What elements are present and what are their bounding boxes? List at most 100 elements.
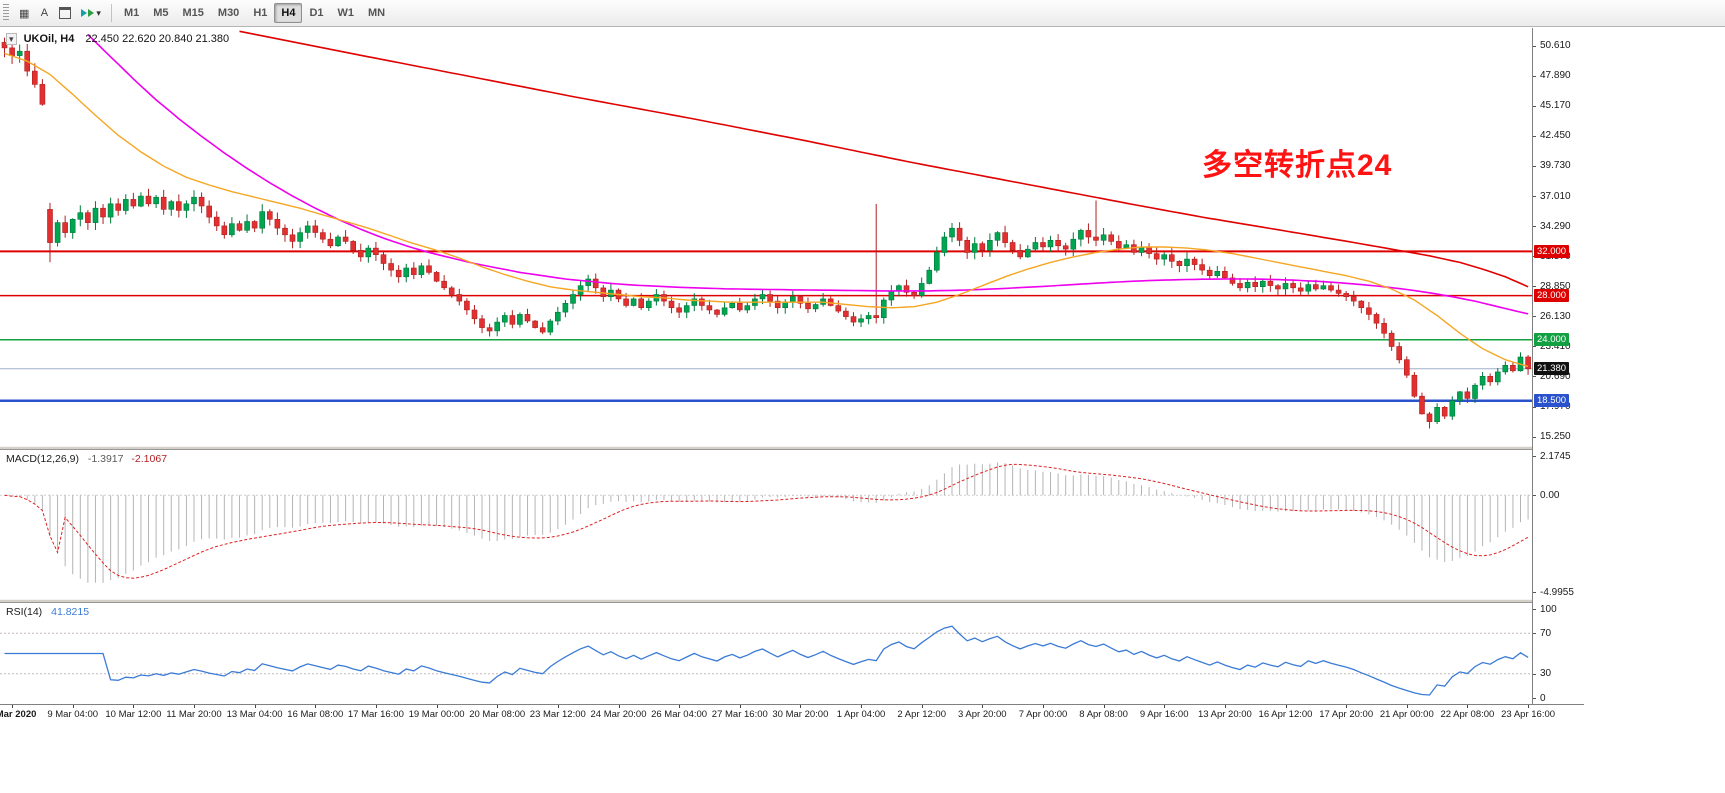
chart-dropdown-icon[interactable]: ▾ xyxy=(6,33,17,45)
chart-title: ▾ UKOil, H4 22.450 22.620 20.840 21.380 xyxy=(6,33,229,45)
price-chart-panel[interactable]: ▾ UKOil, H4 22.450 22.620 20.840 21.380 … xyxy=(0,28,1532,446)
rsi-canvas[interactable] xyxy=(0,603,1532,704)
time-tick xyxy=(679,705,681,708)
cursor-a-icon[interactable]: A xyxy=(34,3,54,23)
axis-tick xyxy=(1533,592,1536,593)
price-axis[interactable]: 50.610 47.890 45.170 42.450 39.730 37.010 34.2… xyxy=(1532,28,1584,704)
time-label: 7 Apr 00:00 xyxy=(1018,709,1068,720)
time-axis[interactable]: 6 Mar 2020 9 Mar 04:00 10 Mar 12:00 11 Mar … xyxy=(0,704,1584,722)
price-line-tag: 24.000 xyxy=(1534,333,1570,347)
tf-button-h4[interactable]: H4 xyxy=(274,3,303,23)
axis-price-label: 2.1745 xyxy=(1540,450,1571,462)
time-label: 9 Mar 04:00 xyxy=(47,709,99,720)
axis-tick xyxy=(1533,698,1536,699)
toolbar-separator xyxy=(110,4,112,22)
rsi-label: RSI(14) 41.8215 xyxy=(6,606,89,618)
time-tick xyxy=(1103,705,1105,708)
time-tick xyxy=(1224,705,1226,708)
tf-button-m30[interactable]: M30 xyxy=(217,7,240,19)
time-tick xyxy=(921,705,923,708)
annotation-text: 多空转折点24 xyxy=(1202,149,1393,182)
candlestick-canvas[interactable] xyxy=(0,28,1532,446)
macd-main-value: -1.3917 xyxy=(87,453,124,465)
axis-tick xyxy=(1533,45,1536,47)
axis-tick xyxy=(1533,196,1536,197)
grid-glyph: ▦ xyxy=(19,7,30,20)
cursor-glyph: A xyxy=(40,7,49,19)
axis-price-label: 100 xyxy=(1540,603,1557,615)
time-label: 9 Apr 16:00 xyxy=(1139,709,1189,720)
timeframe-group: M1 M5 M15 M30 H1 H4 D1 W1 MN xyxy=(117,3,392,23)
tf-button-d1[interactable]: D1 xyxy=(309,7,324,19)
time-tick xyxy=(436,705,438,708)
time-tick xyxy=(72,705,74,708)
symbol-timeframe-label: UKOil, H4 xyxy=(23,33,75,45)
panel-divider[interactable] xyxy=(0,599,1584,603)
time-tick xyxy=(800,705,802,708)
axis-tick xyxy=(1533,609,1536,610)
axis-price-label: 26.130 xyxy=(1540,310,1571,322)
axis-price-label: 42.450 xyxy=(1540,130,1571,142)
time-label: 24 Mar 20:00 xyxy=(590,709,647,720)
panel-divider[interactable] xyxy=(0,446,1584,450)
axis-tick xyxy=(1533,105,1536,107)
time-label: 19 Mar 00:00 xyxy=(408,709,465,720)
price-line-tag: 18.500 xyxy=(1534,394,1570,408)
tf-button-m5[interactable]: M5 xyxy=(153,7,169,19)
time-label: 16 Apr 12:00 xyxy=(1258,709,1313,720)
axis-tick xyxy=(1533,673,1536,675)
rsi-value: 41.8215 xyxy=(51,606,90,618)
axis-tick xyxy=(1533,346,1536,348)
time-label: 17 Apr 20:00 xyxy=(1319,709,1374,720)
time-tick xyxy=(315,705,317,708)
axis-price-label: 45.170 xyxy=(1540,100,1571,112)
axis-price-label: 37.010 xyxy=(1540,190,1571,202)
time-tick xyxy=(254,705,256,708)
axis-price-label: 50.610 xyxy=(1540,40,1571,52)
rsi-panel[interactable]: RSI(14) 41.8215 xyxy=(0,603,1532,704)
tf-button-h1[interactable]: H1 xyxy=(253,7,268,19)
tf-button-w1[interactable]: W1 xyxy=(337,7,355,19)
autoscroll-icon[interactable]: ▾ xyxy=(76,3,106,23)
axis-tick xyxy=(1533,633,1536,635)
tf-button-m1[interactable]: M1 xyxy=(123,7,140,19)
time-tick xyxy=(1346,705,1348,708)
time-label: 17 Mar 16:00 xyxy=(347,709,404,720)
time-tick xyxy=(618,705,620,708)
time-label: 26 Mar 04:00 xyxy=(651,709,708,720)
charts-grid-icon[interactable]: ▦ xyxy=(14,3,34,23)
price-line-tag: 28.000 xyxy=(1534,289,1570,303)
time-label: 23 Apr 16:00 xyxy=(1501,709,1556,720)
axis-price-label: 39.730 xyxy=(1540,160,1571,172)
macd-label: MACD(12,26,9) -1.3917 -2.1067 xyxy=(6,453,167,465)
macd-canvas[interactable] xyxy=(0,450,1532,599)
green-arrow-icon xyxy=(88,9,95,17)
time-tick xyxy=(12,705,14,708)
time-label: 11 Mar 20:00 xyxy=(166,709,222,720)
time-tick xyxy=(1467,705,1469,708)
axis-tick xyxy=(1533,495,1536,497)
time-label: 2 Apr 12:00 xyxy=(897,709,946,720)
time-label: 13 Apr 20:00 xyxy=(1197,709,1252,720)
time-tick xyxy=(1164,705,1166,708)
axis-price-label: 23.410 xyxy=(1540,340,1571,352)
time-tick xyxy=(375,705,377,708)
time-label: 22 Apr 08:00 xyxy=(1440,709,1495,720)
macd-panel[interactable]: MACD(12,26,9) -1.3917 -2.1067 xyxy=(0,450,1532,599)
axis-tick xyxy=(1533,226,1536,228)
tf-button-m15[interactable]: M15 xyxy=(182,7,204,19)
time-tick xyxy=(1043,705,1044,708)
axis-price-label: 0.00 xyxy=(1540,489,1560,501)
axis-tick xyxy=(1533,376,1536,378)
time-label: 30 Mar 20:00 xyxy=(772,709,829,720)
macd-name: MACD(12,26,9) xyxy=(6,453,79,465)
time-label: 10 Mar 12:00 xyxy=(105,709,162,720)
tf-button-mn[interactable]: MN xyxy=(368,7,386,19)
axis-price-label: 15.250 xyxy=(1540,431,1571,443)
toolbar-drag-handle[interactable] xyxy=(3,4,9,22)
axis-price-label: 30 xyxy=(1540,668,1552,680)
time-label: 16 Mar 08:00 xyxy=(287,709,344,720)
time-label: 13 Mar 04:00 xyxy=(226,709,283,720)
new-window-icon[interactable] xyxy=(54,3,76,23)
